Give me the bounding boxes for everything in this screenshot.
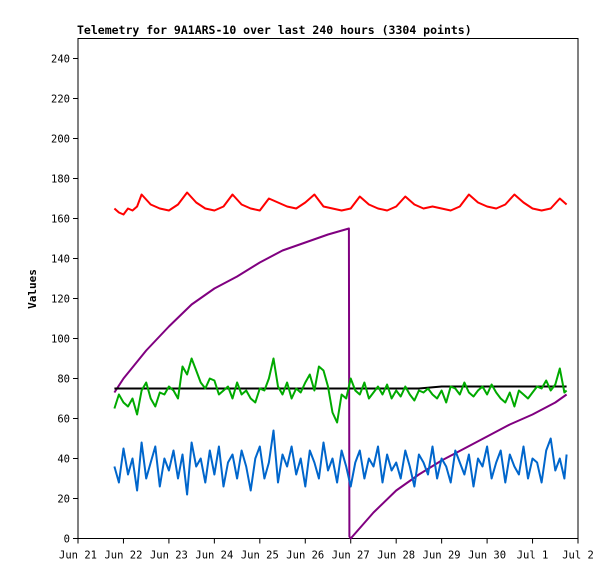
series-layer bbox=[113, 191, 568, 540]
x-tick-label: Jul 2 bbox=[562, 550, 594, 562]
y-tick-label: 20 bbox=[57, 494, 70, 506]
x-tick-label: Jul 1 bbox=[517, 550, 549, 562]
y-axis-label: Values bbox=[26, 269, 39, 309]
x-tick-label: Jun 23 bbox=[150, 550, 188, 562]
y-tick-label: 240 bbox=[51, 54, 70, 66]
x-tick-label: Jun 29 bbox=[423, 550, 461, 562]
series-line-3 bbox=[114, 385, 567, 390]
y-tick-label: 180 bbox=[51, 174, 70, 186]
series-line-2 bbox=[113, 227, 568, 540]
x-axis: Jun 21 Jun 22 Jun 23 Jun 24 Jun 25 Jun 26 Jun … bbox=[59, 538, 594, 562]
series-line-5 bbox=[113, 429, 568, 496]
y-tick-label: 160 bbox=[51, 214, 70, 226]
x-tick-label: Jun 28 bbox=[377, 550, 415, 562]
y-tick-label: 200 bbox=[51, 134, 70, 146]
chart-title: Telemetry for 9A1ARS-10 over last 240 ho… bbox=[77, 23, 472, 37]
y-tick-label: 100 bbox=[51, 334, 70, 346]
x-tick-label: Jun 30 bbox=[468, 550, 506, 562]
y-axis: 0 20 40 60 80 100 120 140 160 180 200 220 240 bbox=[51, 54, 78, 546]
y-tick-label: 60 bbox=[57, 414, 70, 426]
x-tick-label: Jun 25 bbox=[241, 550, 279, 562]
plot-frame bbox=[77, 38, 579, 539]
y-tick-label: 40 bbox=[57, 454, 70, 466]
y-tick-label: 220 bbox=[51, 94, 70, 106]
y-tick-label: 140 bbox=[51, 254, 70, 266]
series-line-4 bbox=[113, 357, 568, 424]
y-tick-label: 120 bbox=[51, 294, 70, 306]
series-line-1 bbox=[113, 191, 568, 216]
y-tick-label: 0 bbox=[64, 534, 70, 546]
x-tick-label: Jun 26 bbox=[286, 550, 324, 562]
x-tick-label: Jun 21 bbox=[59, 550, 97, 562]
x-tick-label: Jun 24 bbox=[195, 550, 233, 562]
x-tick-label: Jun 27 bbox=[332, 550, 370, 562]
x-tick-label: Jun 22 bbox=[104, 550, 142, 562]
y-tick-label: 80 bbox=[57, 374, 70, 386]
